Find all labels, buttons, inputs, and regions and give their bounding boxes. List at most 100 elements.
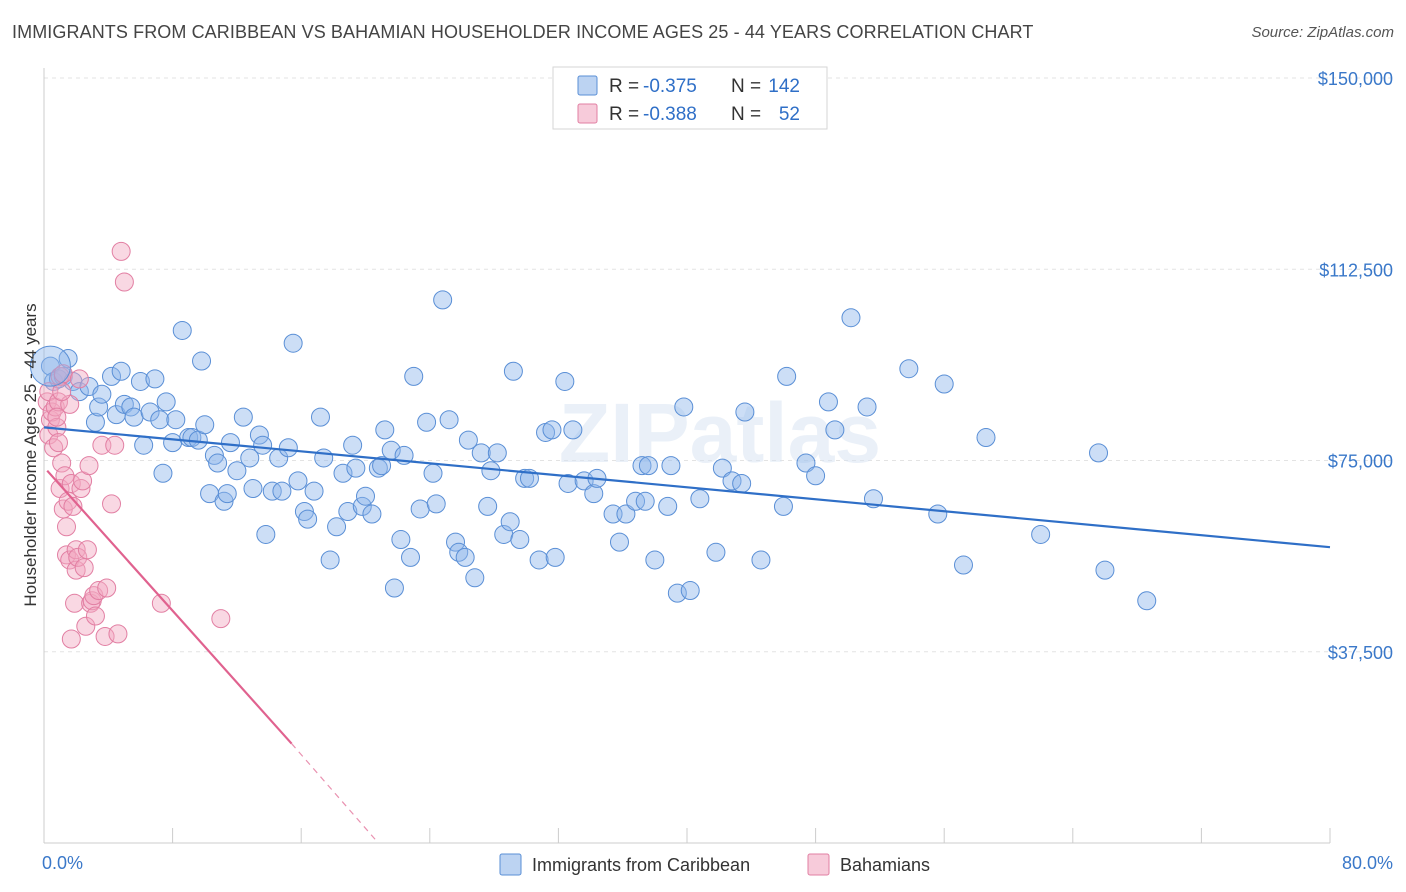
legend-bottom-label-caribbean: Immigrants from Caribbean bbox=[532, 855, 750, 875]
point-series0-20 bbox=[145, 369, 165, 389]
point-series0-81 bbox=[449, 542, 469, 562]
point-series0-101 bbox=[563, 420, 583, 440]
legend-top-r-label-caribbean: R = bbox=[609, 76, 639, 97]
point-series0-43 bbox=[253, 435, 273, 455]
point-series0-122 bbox=[732, 473, 752, 493]
legend-bottom-swatch-bahamians bbox=[807, 853, 830, 876]
point-series0-25 bbox=[166, 410, 186, 430]
y-axis-label: Householder Income Ages 25 - 44 years bbox=[21, 303, 40, 606]
axes bbox=[43, 68, 1331, 844]
point-series0-74 bbox=[410, 499, 430, 519]
point-series0-63 bbox=[356, 486, 375, 506]
point-series1-16 bbox=[57, 517, 77, 537]
point-series0-79 bbox=[439, 410, 459, 430]
point-series0-116 bbox=[674, 397, 694, 417]
point-series1-46 bbox=[111, 241, 131, 261]
point-series0-36 bbox=[217, 484, 237, 504]
point-series0-82 bbox=[455, 547, 475, 567]
point-series0-21 bbox=[150, 410, 170, 430]
point-series0-109 bbox=[632, 456, 652, 476]
legend-top-n-label-bahamians: N = bbox=[731, 104, 761, 125]
x-tick-label-0: 0.0% bbox=[42, 853, 83, 873]
point-series0-49 bbox=[283, 333, 303, 353]
point-series0-61 bbox=[346, 458, 366, 478]
trend-line-series1 bbox=[46, 469, 293, 745]
point-series0-37 bbox=[220, 433, 240, 453]
point-series0-86 bbox=[478, 496, 498, 516]
point-series0-70 bbox=[391, 530, 411, 550]
point-series0-103 bbox=[584, 484, 604, 504]
legend-top-r-label-bahamians: R = bbox=[609, 104, 639, 125]
point-series1-45 bbox=[108, 624, 128, 644]
point-series1-12 bbox=[52, 453, 72, 473]
point-series0-16 bbox=[124, 407, 144, 427]
source-credit: Source: ZipAtlas.com bbox=[1251, 24, 1394, 41]
point-series0-54 bbox=[310, 407, 330, 427]
point-series1-28 bbox=[69, 369, 89, 389]
point-series0-126 bbox=[777, 366, 797, 386]
point-series0-38 bbox=[227, 461, 247, 481]
point-series1-24 bbox=[65, 593, 85, 613]
point-series0-33 bbox=[204, 445, 224, 465]
point-series0-34 bbox=[208, 453, 228, 473]
point-series0-60 bbox=[343, 435, 363, 455]
point-series1-33 bbox=[77, 540, 97, 560]
point-series0-22 bbox=[153, 463, 173, 483]
point-series0-92 bbox=[510, 530, 530, 550]
y-tick-label-3: $150,000 bbox=[1318, 69, 1393, 89]
point-series0-47 bbox=[272, 481, 292, 501]
point-series0-83 bbox=[458, 430, 478, 450]
point-series0-42 bbox=[249, 425, 269, 445]
point-series0-66 bbox=[372, 456, 392, 476]
legend-top-n-value-bahamians: 52 bbox=[779, 104, 800, 125]
point-series0-55 bbox=[314, 448, 334, 468]
legend-bottom-swatch-caribbean bbox=[499, 853, 522, 876]
point-series1-29 bbox=[71, 479, 91, 499]
point-series0-106 bbox=[609, 532, 629, 552]
point-series1-49 bbox=[211, 609, 231, 629]
point-series0-112 bbox=[645, 550, 665, 570]
point-series0-17 bbox=[130, 371, 150, 391]
point-series0-41 bbox=[243, 479, 263, 499]
point-series0-18 bbox=[134, 435, 154, 455]
point-series0-30 bbox=[192, 351, 212, 371]
point-series1-42 bbox=[97, 578, 117, 598]
point-series0-35 bbox=[214, 491, 234, 511]
point-series0-76 bbox=[423, 463, 443, 483]
point-series0-4 bbox=[58, 349, 78, 368]
point-series1-2 bbox=[39, 425, 59, 445]
gridlines bbox=[44, 77, 1392, 653]
point-series0-44 bbox=[256, 524, 276, 544]
y-tick-labels: $37,500 $75,000 $112,500 $150,000 bbox=[1318, 69, 1393, 663]
y-tick-label-2: $112,500 bbox=[1319, 260, 1393, 280]
legend-bottom-label-bahamians: Bahamians bbox=[840, 855, 930, 875]
point-series0-130 bbox=[825, 420, 845, 440]
point-series0-118 bbox=[690, 489, 710, 509]
point-series0-98 bbox=[545, 547, 565, 567]
point-series0-124 bbox=[751, 550, 771, 570]
point-series1-38 bbox=[85, 606, 105, 626]
point-series1-15 bbox=[55, 466, 75, 486]
point-series0-127 bbox=[796, 453, 816, 473]
point-series0-57 bbox=[327, 517, 347, 537]
point-series1-32 bbox=[76, 616, 96, 636]
point-series1-25 bbox=[66, 540, 86, 560]
trend-line-series0 bbox=[43, 426, 1331, 549]
legend-bottom: Immigrants from Caribbean Bahamians bbox=[499, 853, 930, 876]
point-series0-78 bbox=[433, 290, 453, 310]
point-series0-large bbox=[29, 345, 71, 387]
point-series0-58 bbox=[333, 463, 353, 483]
point-series0-108 bbox=[626, 491, 646, 511]
point-series0-39 bbox=[233, 407, 253, 427]
point-series0-10 bbox=[92, 384, 112, 404]
point-series0-88 bbox=[487, 443, 507, 463]
point-series1-34 bbox=[79, 456, 99, 476]
point-series0-137 bbox=[953, 555, 973, 575]
chart-title: IMMIGRANTS FROM CARIBBEAN VS BAHAMIAN HO… bbox=[12, 22, 1034, 42]
point-series0-19 bbox=[140, 402, 160, 422]
point-series1-27 bbox=[68, 547, 88, 567]
point-series0-132 bbox=[857, 397, 877, 417]
data-points bbox=[29, 241, 1157, 649]
point-series0-23 bbox=[156, 392, 176, 412]
